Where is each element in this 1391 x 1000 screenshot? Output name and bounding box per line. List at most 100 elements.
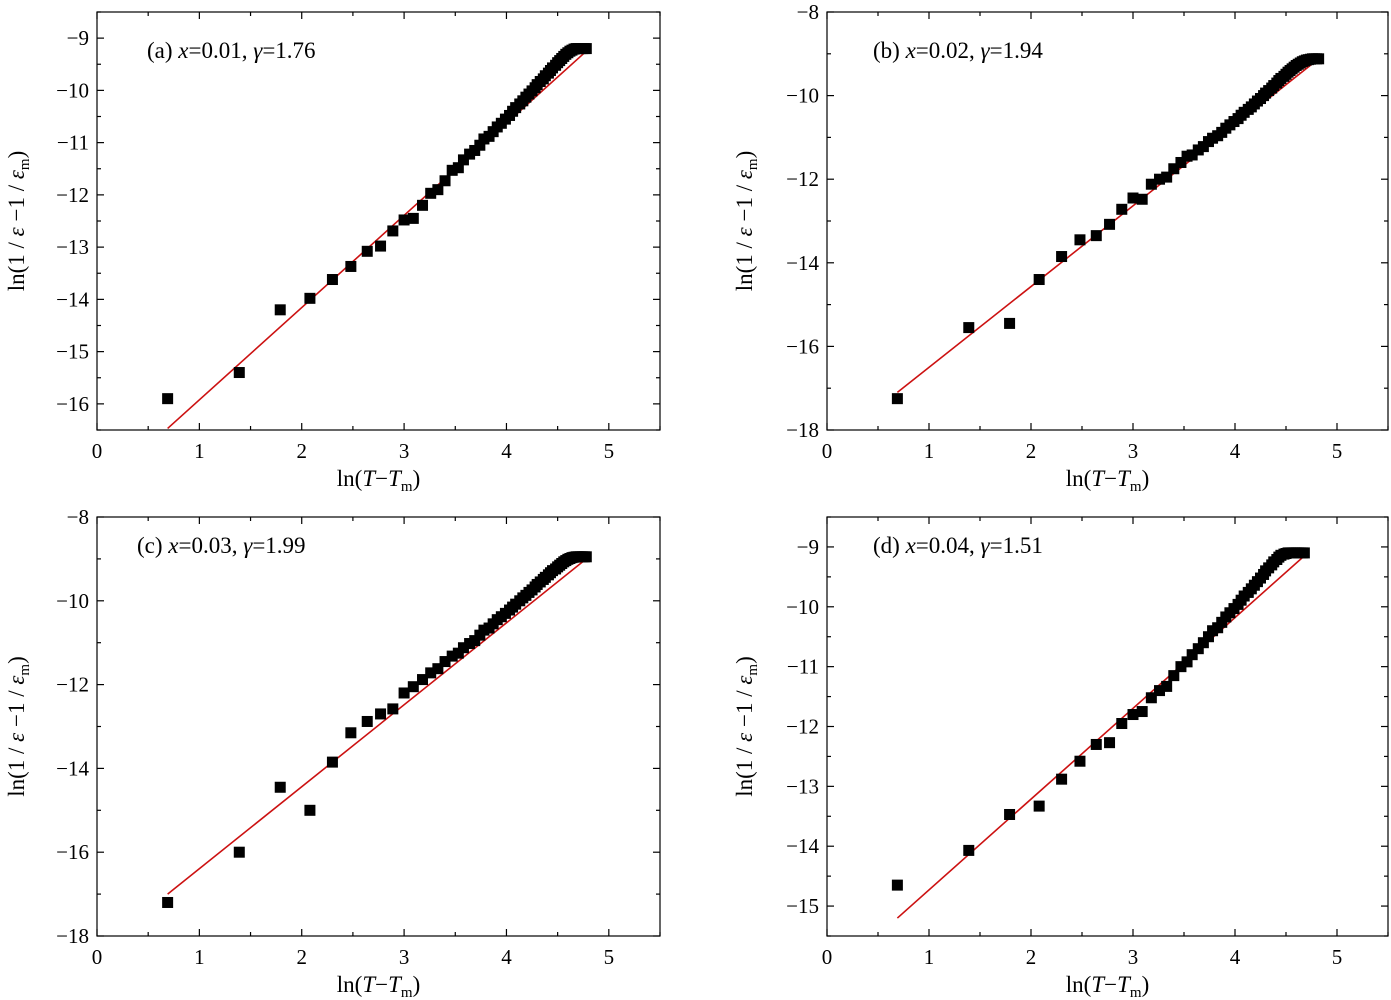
y-tick-label: −14 [786,251,819,275]
y-tick-label: −13 [56,235,89,259]
x-tick-label: 2 [296,945,307,969]
x-tick-label: 1 [924,945,935,969]
data-point-marker [1074,755,1086,767]
data-point-marker [439,175,451,187]
x-tick-label: 2 [1026,439,1037,463]
data-point-marker [162,393,174,405]
data-point-marker [326,756,338,768]
panel-d: 0 1 2 3 4 5 −15 −14 −13 −12 −11 −10 −9 ln(T−Tm) ln(1 /… [732,516,1389,1000]
data-point-marker [439,656,451,668]
data-point-marker [274,304,286,316]
data-point-marker [1127,709,1139,721]
data-point-marker [1004,808,1016,820]
data-point-marker [398,687,410,699]
y-tick-label: −15 [56,340,89,364]
plot-frame [96,11,661,431]
y-tick-label: −15 [786,894,819,918]
y-tick-label: −18 [786,418,819,442]
y-tick-label: −12 [56,673,89,697]
data-point-marker [1136,193,1148,205]
x-tick-label: 3 [1128,945,1139,969]
data-point-marker [1202,631,1214,643]
data-point-marker [345,727,357,739]
panel-annotation: (b) x=0.02, γ=1.94 [873,38,1043,63]
data-point-marker [1104,218,1116,230]
data-point-marker [1154,685,1166,697]
data-point-marker [1145,692,1157,704]
x-axis-label: ln(T−Tm) [1066,972,1149,1000]
data-point-marker [1127,192,1139,204]
data-point-marker [417,199,429,211]
x-tick-label: 4 [1230,439,1241,463]
y-tick-label: −14 [786,834,819,858]
data-point-marker [233,367,245,379]
x-tick-label: 4 [501,439,512,463]
x-axis-label: ln(T−Tm) [1066,466,1149,495]
data-point-marker [425,187,437,199]
data-point-marker [375,708,387,720]
data-point-marker [1033,274,1045,286]
data-point-marker [1056,773,1068,785]
data-point-marker [891,393,903,405]
x-tick-label: 4 [1230,945,1241,969]
y-axis-label: ln(1 / ε −1 / εm) [4,151,33,292]
y-tick-label: −9 [67,26,89,50]
y-tick-label: −14 [56,287,89,311]
data-point-marker [446,164,458,176]
data-point-marker [375,240,387,252]
x-tick-label: 1 [194,439,205,463]
data-point-marker [963,844,975,856]
data-point-marker [417,674,429,686]
data-point-marker [326,274,338,286]
data-point-marker [446,650,458,662]
data-point-marker [1136,706,1148,718]
data-point-marker [1074,234,1086,246]
data-point-marker [398,214,410,226]
x-tick-label: 3 [399,945,410,969]
data-point-marker [432,663,444,675]
x-tick-label: 5 [1332,439,1343,463]
y-tick-label: −12 [786,167,819,191]
data-point-marker [432,184,444,196]
data-point-marker [1145,178,1157,190]
data-point-marker [1313,53,1325,65]
data-point-marker [580,43,592,55]
x-tick-label: 4 [501,945,512,969]
data-point-marker [361,245,373,257]
x-tick-label: 2 [1026,945,1037,969]
x-tick-label: 5 [604,945,615,969]
x-tick-label: 5 [1332,945,1343,969]
data-point-marker [1116,718,1128,730]
data-point-marker [963,322,975,334]
plot-frame [826,516,1389,937]
data-point-marker [1181,656,1193,668]
y-tick-label: −16 [56,840,89,864]
data-point-marker [425,667,437,679]
data-point-marker [407,681,419,693]
data-point-marker [457,642,469,654]
x-axis-label: ln(T−Tm) [337,466,420,495]
data-point-marker [1168,670,1180,682]
x-tick-label: 0 [92,439,103,463]
data-point-marker [162,896,174,908]
fit-line [896,555,1305,919]
x-tick-label: 0 [822,439,833,463]
y-axis-label: ln(1 / ε −1 / εm) [4,656,33,797]
data-point-marker [407,212,419,224]
panel-b: 0 1 2 3 4 5 −18 −16 −14 −12 −10 −8 ln(T−Tm) ln(1 / ε … [732,0,1389,495]
panel-annotation: (a) x=0.01, γ=1.76 [147,38,316,63]
data-point-marker [361,715,373,727]
y-tick-label: −10 [56,589,89,613]
y-tick-label: −12 [56,183,89,207]
y-axis-label: ln(1 / ε −1 / εm) [732,151,761,292]
data-point-marker [274,781,286,793]
panel-a: 0 1 2 3 4 5 −16 −15 −14 −13 −12 −11 −10 −9 ln(T−Tm) ln(… [4,11,661,495]
data-point-marker [474,139,486,151]
x-tick-label: 1 [924,439,935,463]
data-point-marker [457,154,469,166]
x-tick-label: 3 [1128,439,1139,463]
y-tick-label: −18 [56,924,89,948]
y-tick-label: −11 [787,655,819,679]
y-tick-label: −10 [56,78,89,102]
